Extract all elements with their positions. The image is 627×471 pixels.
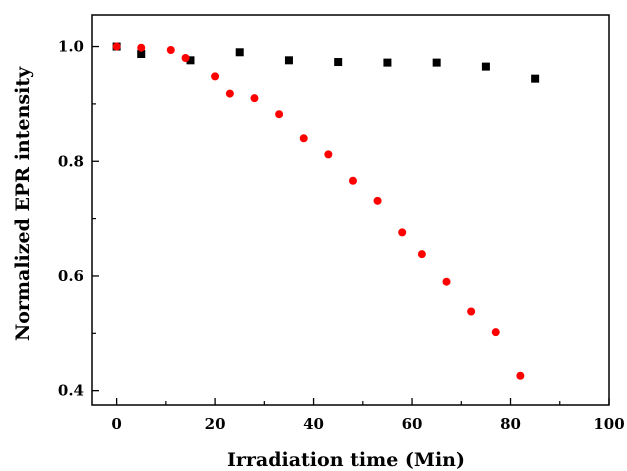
plot-frame	[91, 14, 610, 406]
data-point-circle	[442, 277, 451, 286]
data-series	[112, 42, 540, 380]
x-tick-label: 0	[111, 415, 121, 433]
y-axis-title: Normalized EPR intensity	[12, 66, 34, 341]
data-point-circle	[467, 307, 476, 316]
y-tick-label: 0.4	[58, 382, 84, 400]
x-axis-ticks: 0 20 40 60 80 100	[111, 398, 625, 433]
data-point-circle	[137, 43, 146, 52]
y-axis-ticks: 0.4 0.6 0.8 1.0	[58, 38, 99, 400]
x-tick-label: 20	[205, 415, 226, 433]
data-point-circle	[348, 176, 357, 185]
data-point-circle	[225, 89, 234, 98]
data-point-circle	[417, 250, 426, 259]
data-point-square	[383, 58, 392, 67]
data-point-circle	[181, 54, 190, 63]
data-point-square	[432, 58, 441, 67]
x-tick-label: 100	[593, 415, 624, 433]
data-point-circle	[112, 42, 121, 51]
data-point-circle	[166, 45, 175, 54]
data-point-circle	[373, 196, 382, 205]
data-point-square	[481, 62, 490, 71]
data-point-circle	[211, 72, 220, 81]
data-point-square	[284, 56, 293, 65]
data-point-circle	[275, 110, 284, 119]
series-2	[112, 42, 525, 380]
data-point-circle	[398, 228, 407, 237]
series-1	[112, 42, 540, 83]
data-point-square	[137, 50, 146, 58]
x-tick-label: 80	[500, 415, 521, 433]
data-point-circle	[324, 150, 333, 159]
x-tick-label: 40	[303, 415, 324, 433]
x-axis-title: Irradiation time (Min)	[227, 449, 465, 471]
data-point-circle	[516, 371, 525, 380]
data-point-circle	[491, 328, 500, 337]
data-point-circle	[299, 134, 308, 143]
y-tick-label: 0.6	[58, 267, 84, 285]
data-point-circle	[250, 94, 259, 103]
y-tick-label: 1.0	[58, 38, 84, 56]
data-point-square	[186, 56, 195, 65]
data-point-square	[334, 58, 343, 67]
data-point-square	[531, 74, 540, 83]
x-tick-label: 60	[402, 415, 423, 433]
plot-area	[91, 14, 610, 406]
data-point-square	[235, 48, 244, 57]
y-tick-label: 0.8	[58, 152, 84, 170]
